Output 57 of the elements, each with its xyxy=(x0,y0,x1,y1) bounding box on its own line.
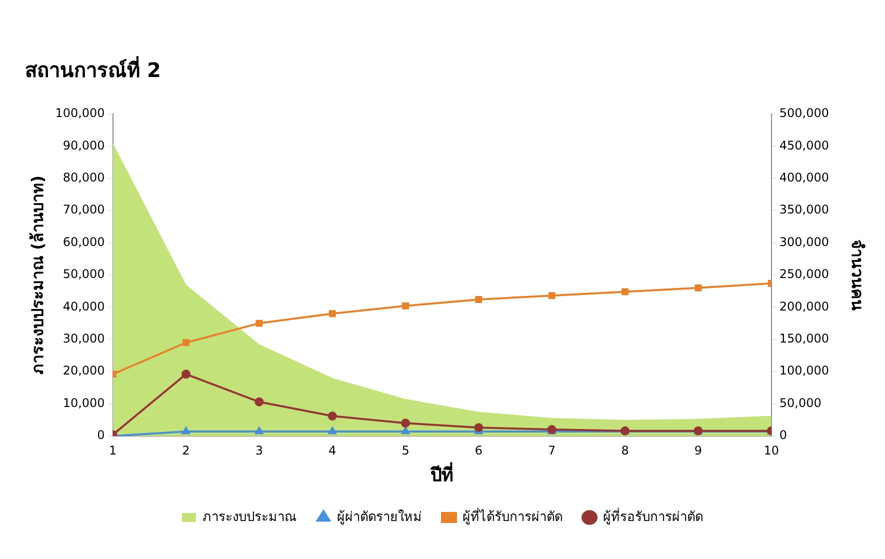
legend-label: ผู้ที่ได้รับการผ่าตัด xyxy=(462,508,562,525)
y2-tick-label: 400,000 xyxy=(779,170,829,185)
y-tick-label: 50,000 xyxy=(62,267,105,282)
x-tick-label: 1 xyxy=(109,443,117,458)
legend-label: ภาระงบประมาณ xyxy=(202,510,296,525)
legend-label: ผู้ที่รอรับการผ่าตัด xyxy=(603,508,703,525)
x-tick-label: 9 xyxy=(694,443,702,458)
y-tick-label: 20,000 xyxy=(62,364,105,378)
point xyxy=(401,418,410,428)
y2-axis-title: จำนวนคน xyxy=(848,240,867,310)
x-tick-label: 3 xyxy=(255,443,263,458)
x-axis-title: ปีที่ xyxy=(430,462,454,486)
y-tick-label: 80,000 xyxy=(62,170,105,185)
y2-tick-label: 200,000 xyxy=(779,299,829,314)
y-tick-label: 10,000 xyxy=(62,396,105,410)
x-tick-label: 10 xyxy=(764,443,780,458)
chart-title: สถานการณ์ที่ 2 xyxy=(25,55,161,82)
y2-tick-label: 500,000 xyxy=(779,106,829,120)
y2-tick-label: 350,000 xyxy=(779,202,829,217)
y2-tick-label: 450,000 xyxy=(779,138,829,152)
y-tick-label: 60,000 xyxy=(62,234,105,249)
legend-label: ผู้ผ่าตัดรายใหม่ xyxy=(337,508,422,525)
x-tick-label: 2 xyxy=(182,443,190,458)
point xyxy=(402,302,409,310)
y-tick-label: 40,000 xyxy=(62,299,105,314)
point xyxy=(694,284,702,292)
y-axis-title: ภาระงบประมาณ (ล้านบาท) xyxy=(28,175,47,375)
point xyxy=(474,423,484,432)
x-tick-label: 8 xyxy=(621,443,629,458)
y2-tick-label: 0 xyxy=(779,428,788,442)
y-tick-label: 0 xyxy=(97,428,105,442)
point xyxy=(475,296,482,303)
y2-tick-label: 150,000 xyxy=(779,332,829,346)
point xyxy=(401,426,410,434)
point xyxy=(328,426,336,434)
point xyxy=(182,426,190,434)
point xyxy=(181,370,190,379)
x-tick-label: 6 xyxy=(474,443,483,458)
point xyxy=(254,397,264,406)
point xyxy=(548,292,556,300)
y2-tick-label: 100,000 xyxy=(779,364,829,378)
x-tick-label: 5 xyxy=(402,443,410,458)
x-tick-label: 4 xyxy=(328,443,336,458)
y-tick-label: 100,000 xyxy=(55,106,105,120)
y2-tick-label: 250,000 xyxy=(779,267,829,282)
point xyxy=(328,412,337,421)
y-tick-label: 30,000 xyxy=(62,332,105,346)
y2-tick-label: 50,000 xyxy=(779,396,822,410)
y-tick-label: 90,000 xyxy=(62,138,105,152)
point xyxy=(256,320,263,327)
x-tick-label: 7 xyxy=(548,443,556,458)
point xyxy=(328,310,336,318)
point xyxy=(255,426,264,434)
point xyxy=(622,288,629,296)
y-tick-label: 70,000 xyxy=(62,202,105,217)
y2-tick-label: 300,000 xyxy=(779,234,829,249)
point xyxy=(182,339,190,346)
